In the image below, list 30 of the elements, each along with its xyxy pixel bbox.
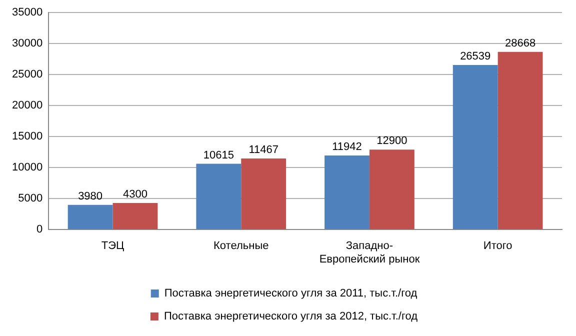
x-tick-label: Котельные — [214, 240, 269, 252]
bar — [498, 52, 543, 230]
legend-label: Поставка энергетического угля за 2012, тыс.т./год — [164, 310, 418, 323]
data-label: 26539 — [460, 50, 491, 63]
bar — [369, 150, 414, 230]
data-label: 11942 — [332, 141, 362, 154]
data-label: 28668 — [504, 37, 536, 50]
y-tick-label: 10000 — [12, 162, 43, 174]
y-tick-label: 30000 — [12, 38, 43, 50]
x-tick-label: Итого — [483, 240, 512, 252]
y-tick-label: 25000 — [12, 68, 43, 81]
bar — [68, 204, 113, 230]
data-label: 11467 — [248, 144, 278, 156]
bar — [196, 164, 242, 230]
bar — [324, 156, 370, 230]
y-tick-label: 0 — [36, 224, 43, 236]
y-tick-label: 5000 — [18, 192, 43, 205]
bar — [452, 65, 498, 230]
legend-label: Поставка энергетического угля за 2011, тыс.т./год — [164, 288, 418, 300]
data-label: 4300 — [122, 188, 148, 200]
y-tick-label: 35000 — [12, 6, 43, 19]
y-tick-label: 15000 — [12, 130, 43, 143]
data-label: 3980 — [78, 190, 103, 202]
data-label: 12900 — [376, 135, 408, 148]
data-label: 10615 — [203, 149, 234, 162]
x-tick-label: ТЭЦ — [101, 240, 124, 252]
bar — [112, 202, 158, 230]
y-tick-label: 20000 — [12, 100, 43, 112]
bar — [241, 158, 286, 230]
x-tick-label: Западно-Европейский рынок — [319, 240, 420, 266]
